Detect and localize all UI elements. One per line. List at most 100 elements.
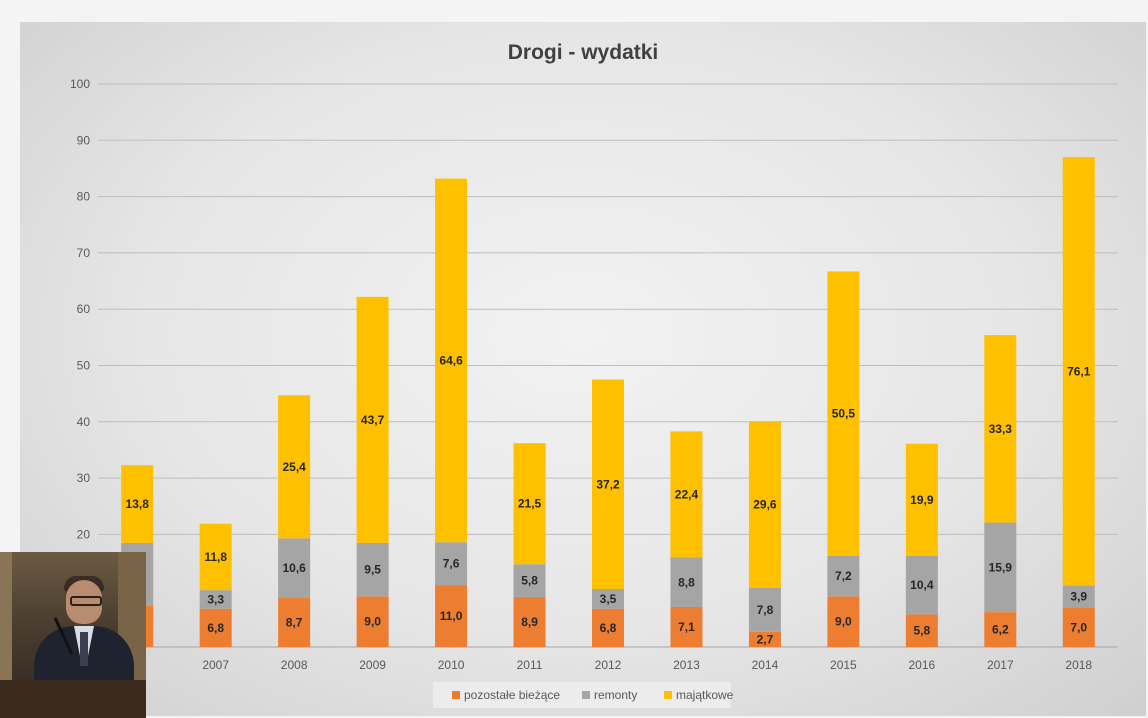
data-label: 3,5 (600, 592, 617, 606)
bar-segment (592, 379, 624, 590)
data-label: 11,8 (204, 550, 227, 564)
bar-segment (827, 555, 860, 597)
legend-swatch (664, 691, 672, 699)
bar-segment (670, 431, 703, 558)
data-label: 76,1 (1067, 364, 1091, 378)
data-label: 11,0 (440, 609, 463, 623)
gridlines (98, 83, 1118, 648)
bar-segment (356, 542, 389, 597)
y-axis: 20 30 40 50 60 70 80 90 100 (70, 77, 90, 541)
legend: pozostałe bieżące remonty majątkowe (433, 682, 734, 708)
bar-segment (356, 296, 389, 543)
data-label: 29,6 (753, 498, 777, 512)
legend-swatch (452, 691, 460, 699)
data-label: 7,2 (835, 569, 852, 583)
bar-segment (513, 564, 546, 597)
data-label: 9,0 (364, 615, 381, 629)
y-tick-label: 100 (70, 77, 90, 91)
bar-segment (905, 614, 938, 647)
x-tick-label: 2011 (517, 658, 543, 672)
y-tick-label: 90 (77, 133, 91, 147)
data-label: 9,0 (835, 615, 852, 629)
data-label: 21,5 (518, 497, 542, 511)
bar-segment (827, 271, 860, 556)
bar-segment (748, 587, 781, 632)
bar-segment (592, 589, 624, 609)
bars: 3213,86,83,311,88,710,625,49,09,543,711,… (121, 157, 1095, 647)
bar-segment (278, 598, 311, 647)
data-label: 33,3 (989, 422, 1013, 436)
speaker-video-inset (0, 552, 146, 718)
data-label: 6,8 (207, 621, 224, 635)
data-label: 6,8 (600, 621, 617, 635)
bar-segment (1062, 157, 1095, 586)
legend-swatch (582, 691, 590, 699)
y-tick-label: 60 (77, 302, 91, 316)
bar-segment (984, 335, 1017, 523)
x-tick-label: 2013 (673, 658, 700, 672)
bar-segment (435, 542, 468, 586)
data-label: 3,3 (207, 592, 224, 606)
data-label: 64,6 (439, 353, 463, 367)
x-tick-label: 2010 (438, 658, 465, 672)
y-tick-label: 80 (77, 190, 91, 204)
y-tick-label: 40 (77, 415, 91, 429)
bar-segment (121, 465, 154, 543)
data-label: 10,4 (910, 578, 934, 592)
bar-segment (199, 608, 232, 647)
data-label: 19,9 (910, 493, 934, 507)
bar-segment (670, 557, 703, 608)
data-label: 7,8 (757, 603, 774, 617)
bar-segment (905, 555, 938, 615)
bar-segment (199, 523, 232, 591)
bar-segment (356, 596, 389, 647)
x-tick-label: 2012 (595, 658, 622, 672)
x-tick-label: 2009 (359, 658, 386, 672)
bar-segment (748, 421, 781, 588)
bar-segment (1062, 585, 1095, 608)
y-tick-label: 20 (77, 527, 91, 541)
y-tick-label: 70 (77, 246, 91, 260)
data-label: 15,9 (989, 560, 1013, 574)
bar-segment (592, 608, 624, 647)
data-label: 7,6 (443, 557, 460, 571)
data-label: 9,5 (364, 563, 381, 577)
data-label: 6,2 (992, 623, 1009, 637)
data-label: 8,8 (678, 575, 695, 589)
data-label: 5,8 (521, 574, 538, 588)
bar-segment (905, 443, 938, 556)
bar-segment (670, 607, 703, 647)
chart-title: Drogi - wydatki (508, 41, 659, 64)
bar-segment (984, 522, 1017, 613)
bar-segment (199, 590, 232, 609)
x-tick-label: 2014 (752, 658, 779, 672)
data-label: 3,9 (1070, 590, 1087, 604)
y-tick-label: 50 (77, 359, 91, 373)
legend-entry: pozostałe bieżące (464, 688, 560, 702)
data-label: 13,8 (126, 497, 150, 511)
bar-segment (435, 585, 468, 647)
data-label: 7,1 (678, 620, 695, 634)
data-label: 7,0 (1070, 620, 1087, 634)
x-tick-label: 2008 (281, 658, 308, 672)
data-label: 50,5 (832, 407, 856, 421)
legend-entry: majątkowe (676, 688, 734, 702)
data-label: 2,7 (757, 632, 774, 646)
legend-entry: remonty (594, 688, 637, 702)
data-label: 25,4 (282, 460, 306, 474)
bar-segment (513, 443, 546, 565)
x-tick-label: 2015 (830, 658, 857, 672)
data-label: 5,8 (914, 624, 931, 638)
y-tick-label: 30 (77, 471, 91, 485)
bar-segment (984, 612, 1017, 647)
bar-segment (278, 538, 311, 599)
bar-segment (278, 395, 311, 539)
data-label: 22,4 (675, 487, 699, 501)
bar-segment (748, 631, 781, 647)
x-tick-label: 2016 (908, 658, 935, 672)
data-label: 8,9 (521, 615, 538, 629)
bar-segment (827, 596, 860, 647)
x-tick-label: 2018 (1065, 658, 1092, 672)
